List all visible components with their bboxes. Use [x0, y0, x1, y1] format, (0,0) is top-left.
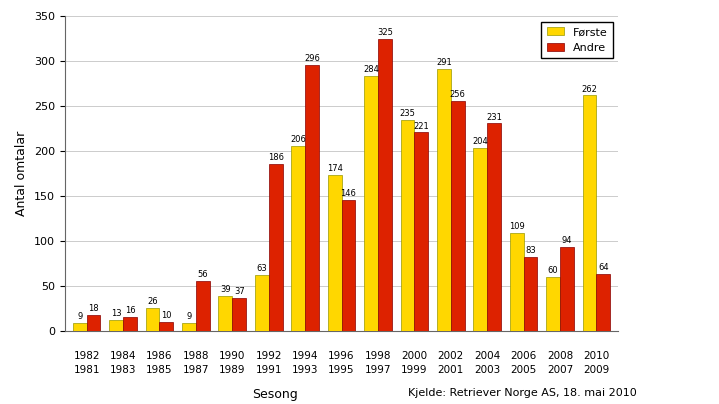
Text: 39: 39: [220, 285, 231, 295]
Text: Sesong: Sesong: [252, 388, 298, 401]
Bar: [145, 308, 160, 331]
Bar: [473, 147, 487, 331]
Text: 1990: 1990: [219, 351, 245, 361]
Text: 37: 37: [234, 287, 244, 296]
Text: 262: 262: [582, 84, 597, 94]
Text: 146: 146: [341, 189, 357, 198]
Text: 325: 325: [377, 28, 393, 37]
Text: 1989: 1989: [219, 365, 245, 375]
Text: 2010: 2010: [583, 351, 610, 361]
Text: 2003: 2003: [474, 365, 500, 375]
Text: 109: 109: [509, 222, 525, 231]
Text: 204: 204: [472, 137, 488, 146]
Bar: [86, 315, 101, 331]
Text: 1984: 1984: [110, 351, 136, 361]
Bar: [109, 320, 123, 331]
Text: 174: 174: [326, 164, 342, 173]
Text: 1987: 1987: [183, 365, 209, 375]
Bar: [160, 322, 173, 331]
Text: 63: 63: [257, 264, 267, 273]
Text: 2008: 2008: [547, 351, 573, 361]
Bar: [182, 323, 196, 331]
Bar: [364, 76, 378, 331]
Y-axis label: Antal omtalar: Antal omtalar: [15, 131, 28, 217]
Text: Kjelde: Retriever Norge AS, 18. mai 2010: Kjelde: Retriever Norge AS, 18. mai 2010: [408, 388, 637, 398]
Bar: [196, 281, 210, 331]
Text: 18: 18: [88, 304, 99, 313]
Text: 1982: 1982: [73, 351, 100, 361]
Text: 284: 284: [363, 65, 379, 74]
Text: 2004: 2004: [474, 351, 500, 361]
Text: 1999: 1999: [401, 365, 428, 375]
Bar: [487, 123, 501, 331]
Bar: [232, 298, 246, 331]
Bar: [510, 233, 523, 331]
Text: 221: 221: [413, 122, 429, 130]
Text: 10: 10: [161, 311, 172, 320]
Text: 2006: 2006: [510, 351, 537, 361]
Text: 1997: 1997: [365, 365, 391, 375]
Text: 2007: 2007: [547, 365, 573, 375]
Text: 1988: 1988: [183, 351, 209, 361]
Text: 291: 291: [436, 59, 452, 67]
Bar: [582, 95, 597, 331]
Bar: [291, 146, 305, 331]
Text: 60: 60: [548, 267, 559, 276]
Text: 9: 9: [186, 312, 191, 321]
Text: 231: 231: [486, 112, 502, 122]
Bar: [523, 257, 538, 331]
Text: 9: 9: [77, 312, 82, 321]
Bar: [255, 275, 269, 331]
Text: 2009: 2009: [583, 365, 610, 375]
Legend: Første, Andre: Første, Andre: [541, 22, 613, 59]
Text: 1983: 1983: [110, 365, 136, 375]
Text: 2001: 2001: [438, 365, 464, 375]
Text: 256: 256: [450, 90, 466, 99]
Bar: [73, 323, 86, 331]
Bar: [400, 120, 414, 331]
Text: 186: 186: [267, 153, 283, 162]
Bar: [597, 274, 610, 331]
Text: 1985: 1985: [146, 365, 173, 375]
Text: 13: 13: [111, 309, 122, 318]
Text: 26: 26: [147, 297, 157, 306]
Text: 1991: 1991: [255, 365, 282, 375]
Bar: [451, 101, 464, 331]
Text: 1995: 1995: [329, 365, 354, 375]
Text: 94: 94: [562, 236, 572, 245]
Bar: [414, 132, 429, 331]
Bar: [342, 200, 355, 331]
Bar: [305, 65, 319, 331]
Text: 83: 83: [525, 246, 536, 255]
Text: 64: 64: [598, 263, 609, 272]
Text: 235: 235: [400, 109, 416, 118]
Text: 1981: 1981: [73, 365, 100, 375]
Bar: [328, 175, 342, 331]
Text: 2000: 2000: [401, 351, 427, 361]
Text: 1992: 1992: [255, 351, 282, 361]
Text: 56: 56: [198, 270, 208, 279]
Text: 2002: 2002: [438, 351, 464, 361]
Text: 1996: 1996: [329, 351, 354, 361]
Text: 1994: 1994: [292, 351, 319, 361]
Text: 206: 206: [290, 135, 306, 144]
Text: 296: 296: [304, 54, 320, 63]
Text: 1998: 1998: [365, 351, 391, 361]
Bar: [123, 317, 137, 331]
Text: 1993: 1993: [292, 365, 319, 375]
Bar: [437, 69, 451, 331]
Bar: [269, 164, 283, 331]
Bar: [560, 247, 574, 331]
Text: 1986: 1986: [146, 351, 173, 361]
Bar: [378, 39, 392, 331]
Text: 2005: 2005: [510, 365, 537, 375]
Text: 16: 16: [124, 306, 135, 315]
Bar: [219, 296, 232, 331]
Bar: [546, 277, 560, 331]
